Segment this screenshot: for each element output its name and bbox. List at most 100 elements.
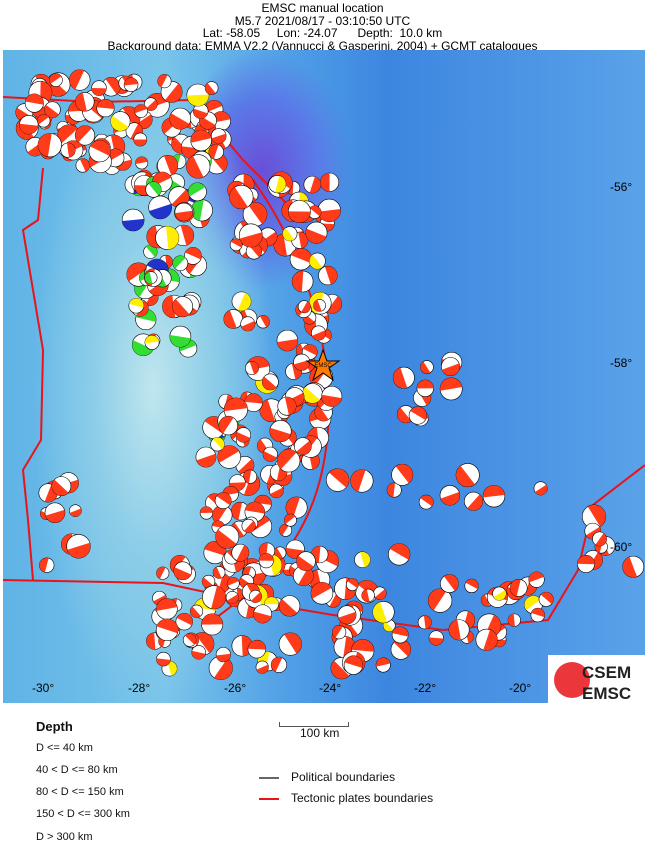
focal-mechanism-icon: [255, 660, 269, 674]
lon-tick: -22°: [414, 681, 437, 695]
svg-text:CSEM: CSEM: [582, 663, 631, 682]
focal-mechanism-icon: [307, 205, 322, 219]
lat-tick: -60°: [610, 540, 633, 554]
header-source: Background data: EMMA V2.2 (Vannucci & G…: [107, 38, 538, 53]
scale-label: 100 km: [300, 726, 340, 740]
focal-mechanism-icon: [417, 615, 432, 630]
focal-mechanism-icon: [375, 657, 391, 673]
focal-mechanism-icon: [311, 325, 327, 341]
focal-mechanism-icon: [144, 97, 158, 111]
focal-mechanism-icon: [128, 297, 144, 314]
focal-mechanism-icon: [310, 545, 329, 564]
focal-mechanism-icon: [391, 463, 414, 486]
focal-mechanism-icon: [262, 446, 278, 462]
focal-mechanism-icon: [278, 632, 302, 656]
lat-tick: -58°: [610, 356, 633, 370]
focal-mechanism-icon: [354, 551, 371, 568]
focal-mechanism-icon: [212, 566, 226, 579]
focal-mechanism-icon: [155, 618, 179, 642]
focal-mechanism-icon: [88, 140, 111, 163]
focal-mechanism-icon: [110, 111, 131, 132]
focal-mechanism-icon: [332, 625, 347, 640]
focal-mechanism-icon: [69, 504, 82, 517]
focal-mechanism-icon: [277, 449, 301, 473]
focal-mechanism-icon: [463, 491, 484, 511]
focal-mechanism-icon: [202, 585, 227, 610]
focal-mechanism-icon: [172, 296, 194, 318]
focal-mechanism-icon: [229, 238, 243, 252]
focal-mechanism-icon: [388, 543, 411, 566]
focal-mechanism-icon: [538, 591, 554, 607]
focal-mechanism-icon: [217, 445, 241, 469]
focal-mechanism-icon: [455, 463, 480, 488]
focal-mechanism-icon: [235, 427, 252, 443]
focal-mechanism-icon: [408, 406, 427, 425]
focal-mechanism-icon: [464, 578, 479, 594]
focal-mechanism-icon: [258, 553, 274, 569]
focal-mechanism-icon: [208, 144, 224, 160]
focal-mechanism-icon: [244, 361, 259, 376]
focal-mechanism-icon: [277, 396, 297, 416]
focal-mechanism-icon: [199, 506, 214, 520]
focal-mechanism-icon: [242, 469, 258, 484]
focal-mechanism-icon: [123, 77, 139, 92]
focal-mechanism-icon: [101, 77, 121, 97]
focal-mechanism-icon: [302, 383, 323, 404]
focal-mechanism-icon: [168, 186, 190, 208]
focal-mechanism-icon: [256, 315, 270, 329]
focal-mechanism-icon: [186, 154, 211, 179]
focal-mechanism-icon: [391, 626, 409, 644]
focal-mechanism-icon: [226, 577, 240, 590]
focal-mechanism-icon: [184, 247, 202, 265]
focal-mechanism-icon: [279, 595, 301, 617]
focal-mechanism-icon: [247, 639, 267, 659]
focal-mechanism-icon: [310, 581, 334, 605]
focal-mechanism-icon: [321, 385, 343, 407]
focal-mechanism-icon: [288, 200, 311, 223]
lat-tick: -56°: [610, 180, 633, 194]
focal-mechanism-icon: [291, 270, 314, 293]
focal-mechanism-icon: [293, 437, 312, 456]
focal-mechanism-icon: [240, 316, 256, 332]
epicenter-label: EMSC: [314, 363, 332, 369]
focal-mechanism-icon: [309, 252, 326, 270]
svg-text:EMSC: EMSC: [582, 684, 631, 703]
focal-mechanism-icon: [293, 353, 311, 371]
focal-mechanism-icon: [172, 224, 195, 247]
focal-mechanism-icon: [592, 531, 607, 547]
political-label: Political boundaries: [291, 770, 396, 784]
focal-mechanism-icon: [218, 415, 238, 436]
focal-mechanism-icon: [292, 565, 314, 587]
seismicity-map[interactable]: EMSC: [2, 50, 645, 703]
political-line-swatch: [259, 777, 279, 779]
focal-mechanism-icon: [390, 639, 412, 660]
header-title: EMSC manual location: [261, 1, 384, 15]
lon-tick: -24°: [319, 681, 342, 695]
focal-mechanism-icon: [229, 184, 254, 210]
epicenter-star-icon[interactable]: [305, 348, 341, 382]
focal-mechanism-icon: [297, 300, 311, 314]
focal-mechanism-icon: [189, 604, 204, 618]
focal-mechanism-icon: [192, 103, 209, 119]
focal-mechanism-icon: [144, 335, 160, 350]
focal-mechanism-icon: [121, 208, 145, 232]
focal-mechanism-icon: [528, 571, 545, 588]
focal-mechanism-icon: [283, 513, 297, 527]
depth-legend-title: Depth: [36, 719, 73, 734]
focal-mechanism-icon: [75, 92, 95, 112]
focal-mechanism-icon: [44, 101, 61, 118]
focal-mechanism-icon: [145, 181, 162, 198]
focal-mechanism-icon: [225, 590, 239, 604]
focal-mechanism-icon: [157, 74, 172, 89]
depth-class: 80 < D <= 150 km: [36, 786, 124, 798]
focal-mechanism-icon: [507, 613, 521, 627]
focal-mechanism-icon: [386, 482, 402, 498]
depth-class: D <= 40 km: [36, 742, 93, 754]
focal-mechanism-icon: [44, 502, 66, 523]
focal-mechanism-icon: [24, 93, 44, 113]
focal-mechanism-icon: [581, 504, 607, 529]
focal-mechanism-icon: [214, 492, 232, 509]
focal-mechanism-icon: [96, 99, 115, 118]
focal-mechanism-icon: [303, 175, 322, 194]
focal-mechanism-icon: [174, 202, 193, 222]
